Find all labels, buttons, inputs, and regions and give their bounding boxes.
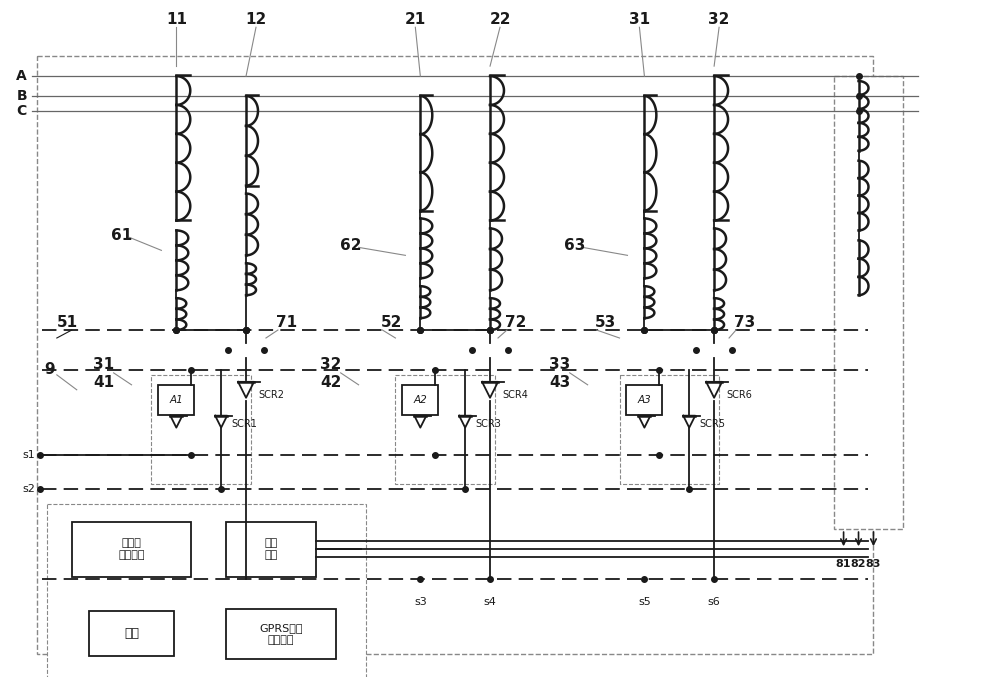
Text: s5: s5 — [638, 597, 651, 607]
Text: 显示与
输入单元: 显示与 输入单元 — [118, 538, 145, 560]
Bar — [228, 342, 264, 357]
Text: 52: 52 — [380, 315, 402, 330]
Text: 31: 31 — [93, 357, 114, 372]
Text: 53: 53 — [595, 315, 616, 330]
Bar — [402, 385, 438, 415]
Text: 32: 32 — [320, 357, 341, 372]
Text: 51: 51 — [57, 315, 78, 330]
Text: 81: 81 — [836, 559, 851, 569]
Text: GPRS远程
发送模块: GPRS远程 发送模块 — [259, 623, 303, 645]
Text: s1: s1 — [22, 450, 35, 460]
Text: 62: 62 — [340, 238, 361, 253]
Text: 12: 12 — [245, 12, 267, 27]
Text: A2: A2 — [413, 395, 427, 405]
Text: 72: 72 — [505, 315, 526, 330]
Bar — [226, 609, 336, 659]
Bar — [151, 375, 251, 484]
Text: 31: 31 — [629, 12, 650, 27]
Text: A: A — [16, 69, 27, 83]
Bar — [72, 522, 191, 576]
Text: s3: s3 — [414, 597, 427, 607]
Text: 21: 21 — [405, 12, 426, 27]
Text: 22: 22 — [489, 12, 511, 27]
Text: A3: A3 — [638, 395, 651, 405]
Bar — [834, 76, 903, 530]
Bar — [37, 56, 873, 654]
Text: 32: 32 — [708, 12, 730, 27]
Text: 9: 9 — [45, 362, 55, 378]
Bar — [626, 385, 662, 415]
Text: 83: 83 — [866, 559, 881, 569]
Text: 43: 43 — [549, 376, 570, 391]
Text: 63: 63 — [564, 238, 585, 253]
Bar — [472, 342, 508, 357]
Bar — [47, 504, 366, 678]
Text: 11: 11 — [166, 12, 187, 27]
Text: 61: 61 — [111, 228, 132, 243]
Text: SCR3: SCR3 — [475, 418, 501, 428]
Text: 41: 41 — [93, 376, 114, 391]
Text: A1: A1 — [169, 395, 183, 405]
Bar — [395, 375, 495, 484]
Text: SCR1: SCR1 — [231, 418, 257, 428]
Text: C: C — [17, 104, 27, 118]
Text: SCR6: SCR6 — [726, 390, 752, 400]
Text: SCR4: SCR4 — [502, 390, 528, 400]
Text: 控制
装置: 控制 装置 — [264, 538, 278, 560]
Text: 电源: 电源 — [124, 627, 139, 640]
Text: 33: 33 — [549, 357, 570, 372]
Text: 71: 71 — [276, 315, 297, 330]
Text: SCR5: SCR5 — [699, 418, 725, 428]
Bar — [158, 385, 194, 415]
Text: 42: 42 — [320, 376, 341, 391]
Text: B: B — [16, 89, 27, 103]
Bar — [696, 342, 732, 357]
Bar — [226, 522, 316, 576]
Text: SCR2: SCR2 — [258, 390, 284, 400]
Text: s2: s2 — [22, 484, 35, 494]
Text: 82: 82 — [851, 559, 866, 569]
Bar — [620, 375, 719, 484]
Text: s6: s6 — [708, 597, 720, 607]
Bar — [89, 612, 174, 656]
Text: 73: 73 — [734, 315, 755, 330]
Text: s4: s4 — [484, 597, 496, 607]
